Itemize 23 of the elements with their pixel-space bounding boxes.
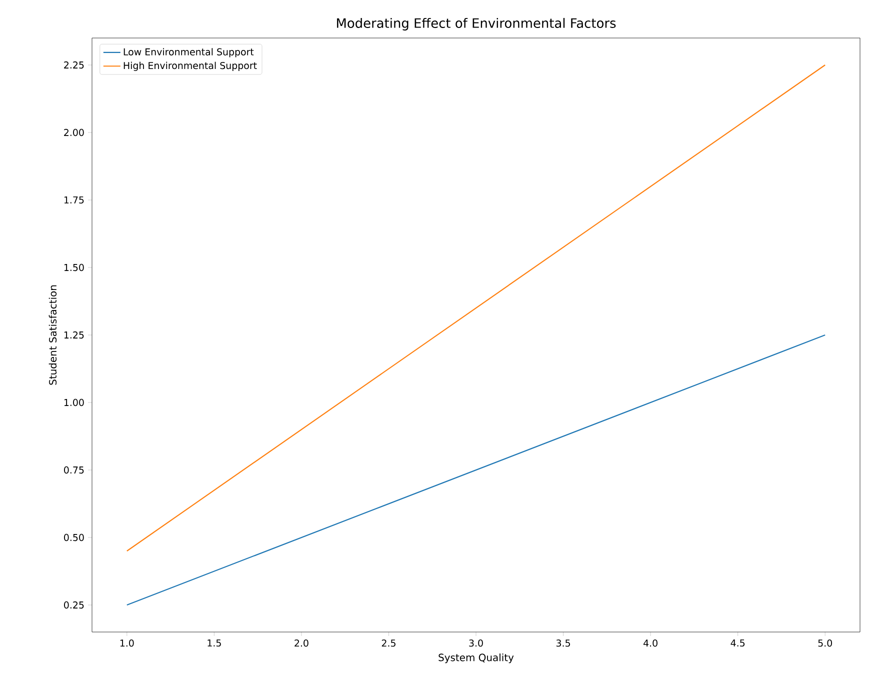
x-tick-label: 3.0 [469, 640, 483, 647]
x-tick-label: 3.5 [556, 640, 570, 647]
y-tick-label: 0.75 [64, 466, 84, 474]
x-tick-label: 2.0 [294, 640, 308, 647]
y-axis-title: Student Satisfaction [48, 285, 57, 385]
y-tick-label: 2.25 [64, 61, 84, 69]
y-tick-label: 1.25 [64, 331, 84, 339]
chart-title: Moderating Effect of Environmental Factors [337, 18, 616, 30]
y-tick-label: 0.50 [64, 534, 84, 542]
x-tick-label: 4.0 [643, 640, 658, 647]
y-tick-label: 2.00 [64, 128, 84, 136]
legend-label: High Environmental Support [124, 62, 257, 71]
y-tick-label: 1.00 [64, 398, 84, 406]
y-tick-label: 0.25 [64, 601, 84, 609]
legend-label: Low Environmental Support [124, 48, 254, 58]
y-tick-label: 1.75 [64, 196, 84, 204]
y-tick-label: 1.50 [64, 264, 84, 272]
x-tick-label: 5.0 [818, 640, 832, 647]
x-tick-label: 2.5 [382, 640, 396, 647]
x-tick-label: 1.5 [208, 640, 221, 647]
x-tick-label: 1.0 [120, 640, 134, 647]
x-axis-title: System Quality [438, 654, 514, 664]
x-tick-label: 4.5 [730, 640, 745, 647]
